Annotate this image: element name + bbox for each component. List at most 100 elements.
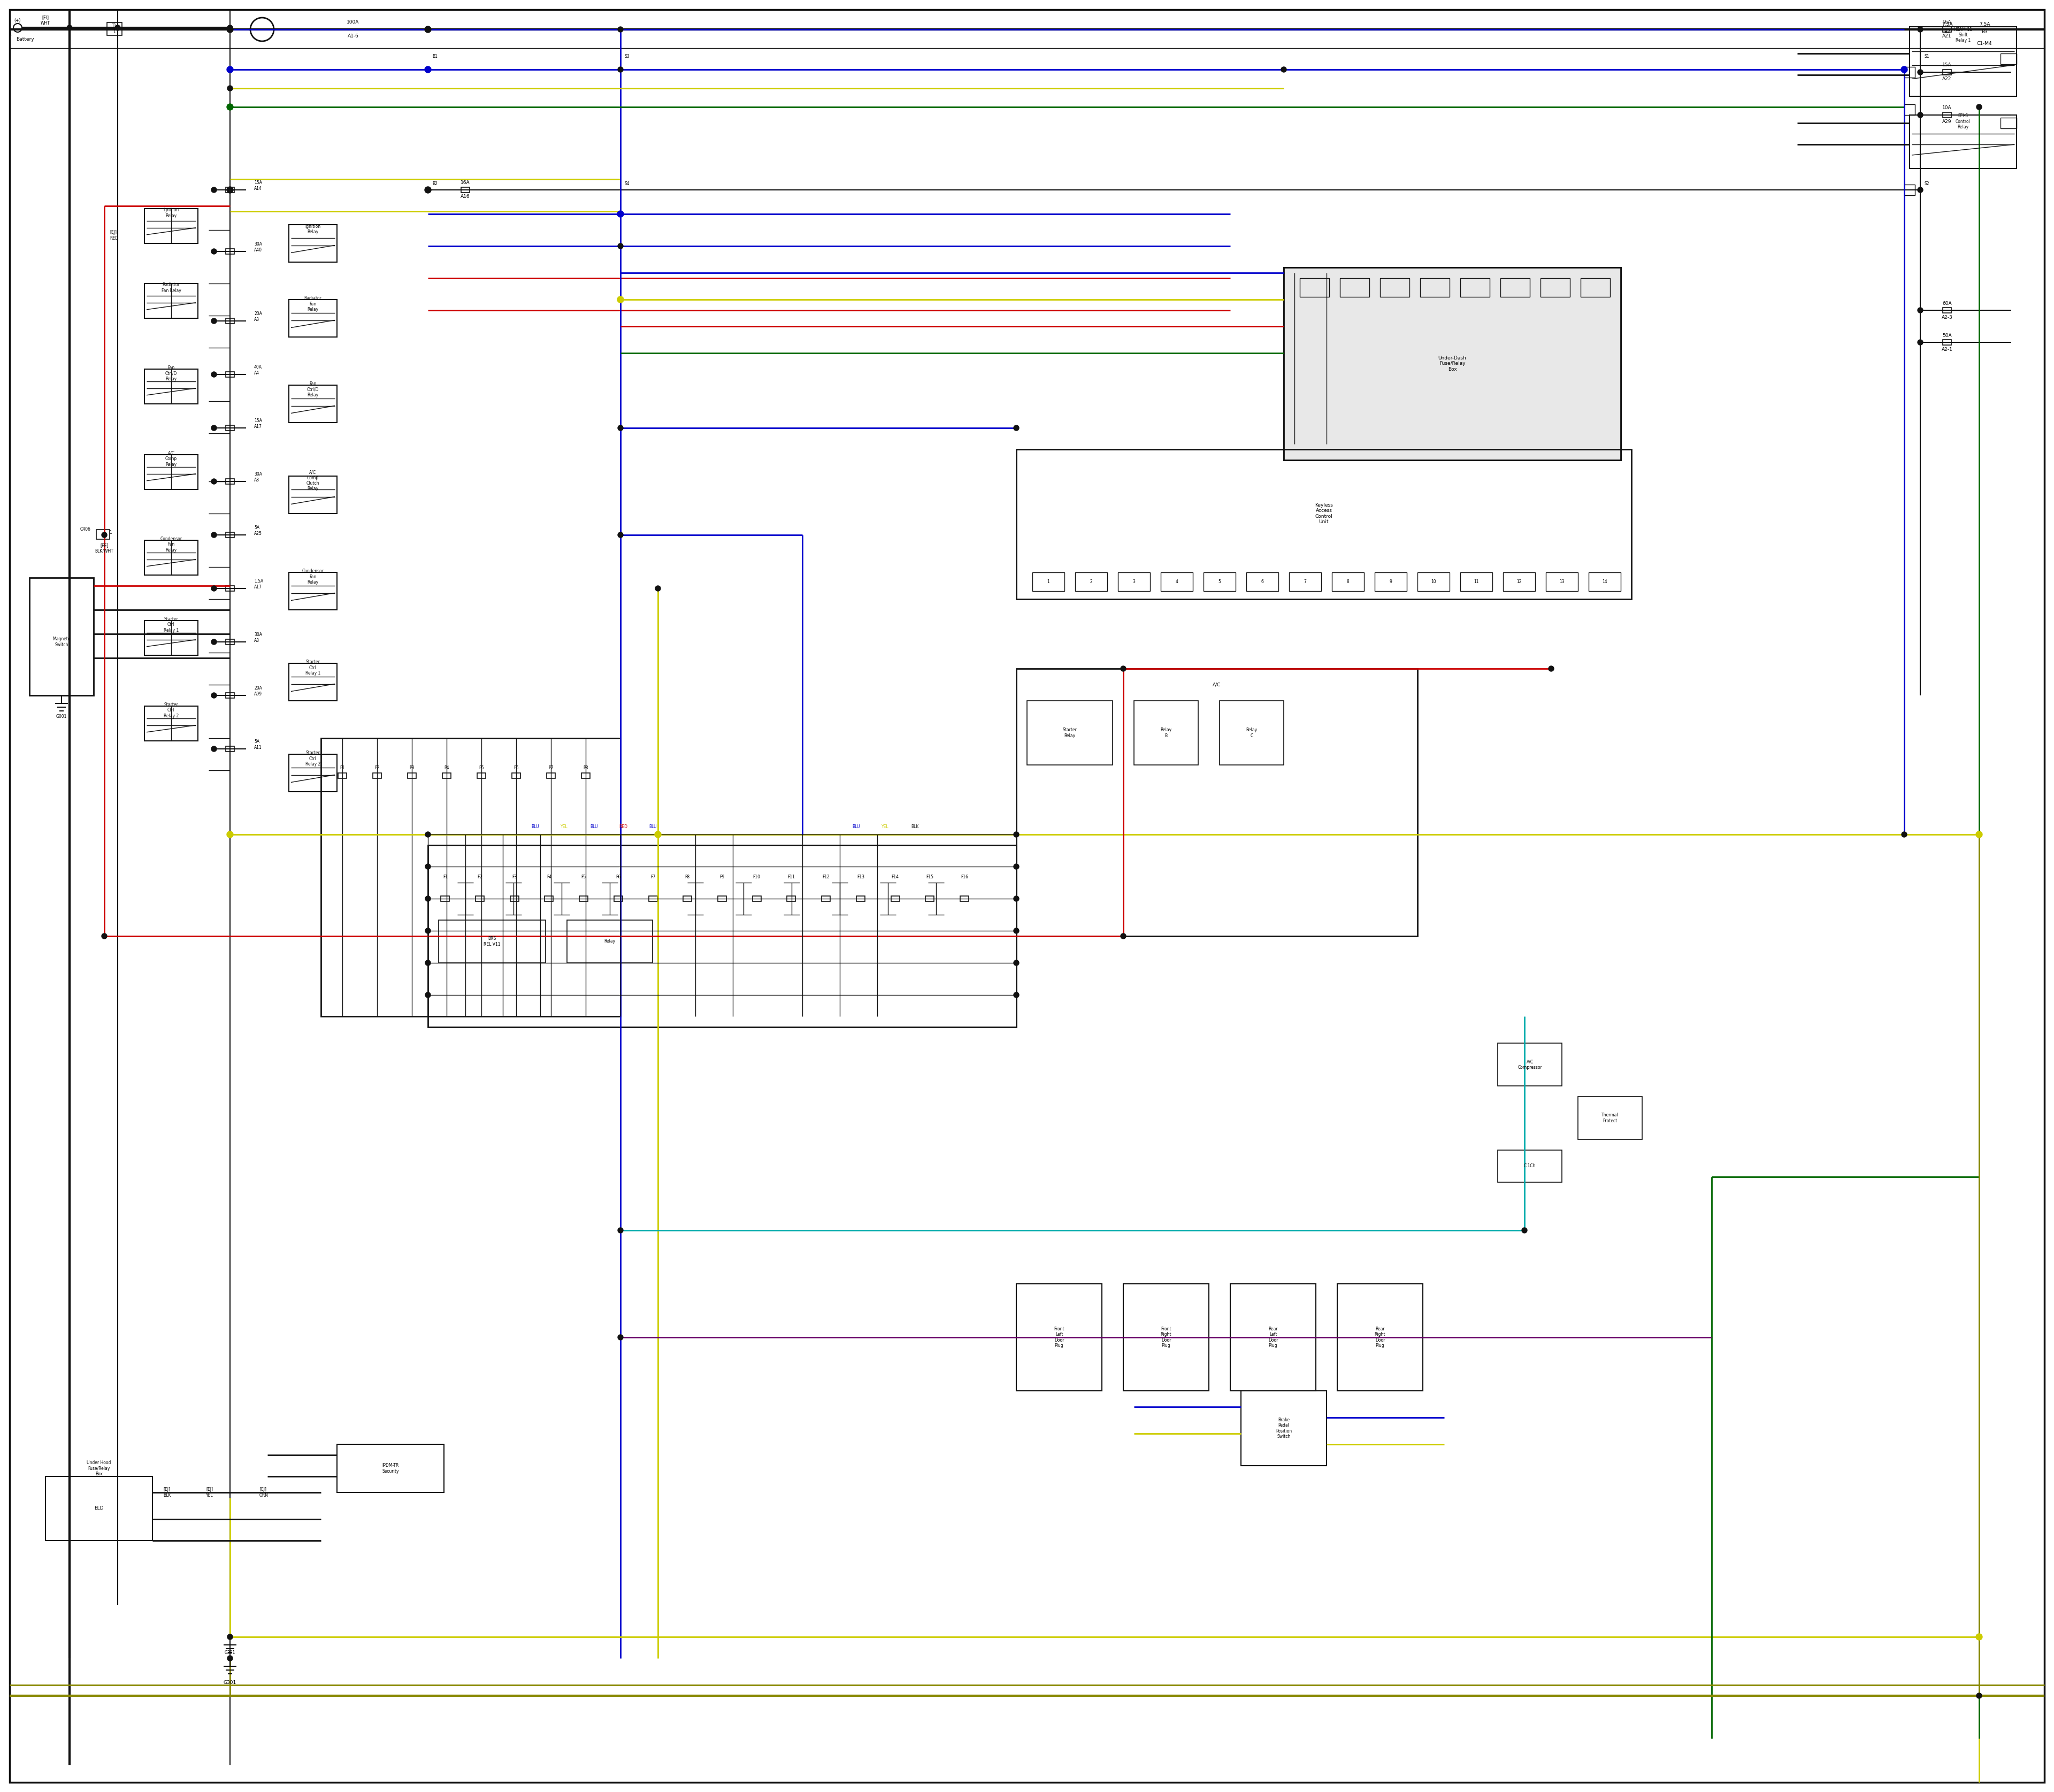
Text: A/C
Comp
Relay: A/C Comp Relay: [164, 452, 177, 468]
Bar: [290, 385, 337, 423]
Text: Relay: Relay: [604, 939, 616, 944]
Bar: [544, 896, 553, 901]
Bar: [1380, 278, 1409, 297]
Bar: [1300, 278, 1329, 297]
Bar: [226, 745, 234, 751]
Bar: [1460, 572, 1493, 591]
Bar: [1904, 66, 1914, 77]
Circle shape: [1918, 186, 1923, 192]
Text: F16: F16: [961, 874, 967, 880]
Text: BLK: BLK: [910, 824, 918, 830]
Text: Ignition
Relay: Ignition Relay: [306, 224, 320, 235]
Bar: [144, 620, 197, 656]
Text: 50A: 50A: [1943, 333, 1951, 339]
Text: 5A
A25: 5A A25: [255, 525, 263, 536]
Circle shape: [618, 27, 622, 32]
Circle shape: [212, 371, 216, 376]
Circle shape: [1013, 961, 1019, 966]
Bar: [407, 772, 417, 778]
Bar: [567, 919, 653, 962]
Text: F3: F3: [511, 874, 518, 880]
Text: G301: G301: [224, 1679, 236, 1684]
Circle shape: [212, 640, 216, 645]
Circle shape: [226, 104, 234, 109]
Bar: [581, 772, 589, 778]
Bar: [649, 896, 657, 901]
Text: 7.5A: 7.5A: [1978, 22, 1990, 27]
Bar: [959, 896, 969, 901]
Circle shape: [425, 896, 431, 901]
Circle shape: [101, 934, 107, 939]
Text: A/C
Compressor: A/C Compressor: [1518, 1059, 1543, 1070]
Bar: [1419, 278, 1450, 297]
Circle shape: [425, 864, 431, 869]
Bar: [1117, 572, 1150, 591]
Bar: [29, 577, 94, 695]
Text: 6: 6: [1261, 579, 1263, 584]
Text: Fan
Ctrl/D
Relay: Fan Ctrl/D Relay: [306, 382, 318, 398]
Bar: [442, 772, 452, 778]
Text: 30A
A40: 30A A40: [255, 242, 263, 253]
Bar: [226, 319, 234, 324]
Text: Under-Dash
Fuse/Relay
Box: Under-Dash Fuse/Relay Box: [1438, 357, 1467, 371]
Text: Front
Right
Door
Plug: Front Right Door Plug: [1161, 1326, 1171, 1348]
Text: 40A
A4: 40A A4: [255, 366, 263, 375]
Bar: [290, 663, 337, 701]
Bar: [684, 896, 692, 901]
Text: 3: 3: [1132, 579, 1136, 584]
Text: 15A
A17: 15A A17: [255, 419, 263, 428]
Text: F13: F13: [857, 874, 865, 880]
Circle shape: [618, 66, 622, 72]
Bar: [1547, 572, 1577, 591]
Bar: [1124, 1283, 1210, 1391]
Bar: [226, 640, 234, 645]
Circle shape: [1282, 66, 1286, 72]
Circle shape: [425, 186, 431, 194]
Text: A29: A29: [1943, 120, 1951, 124]
Bar: [1033, 572, 1064, 591]
Bar: [1161, 572, 1193, 591]
Text: BLU: BLU: [852, 824, 861, 830]
Bar: [891, 896, 900, 901]
Text: F14: F14: [891, 874, 900, 880]
Bar: [1247, 572, 1278, 591]
Circle shape: [1976, 104, 1982, 109]
Circle shape: [618, 425, 622, 430]
Circle shape: [226, 831, 234, 837]
Text: 100A: 100A: [347, 20, 359, 25]
Text: Relay
B: Relay B: [1161, 728, 1171, 738]
Text: 4: 4: [1175, 579, 1179, 584]
Circle shape: [68, 25, 72, 30]
Text: S2: S2: [1925, 181, 1929, 186]
Circle shape: [1013, 928, 1019, 934]
Circle shape: [1976, 1693, 1982, 1699]
Circle shape: [1013, 896, 1019, 901]
Bar: [290, 572, 337, 609]
Circle shape: [1918, 70, 1923, 75]
Text: F4: F4: [546, 874, 553, 880]
Text: 2: 2: [1091, 579, 1093, 584]
Bar: [144, 369, 197, 403]
Bar: [290, 224, 337, 262]
Text: C.1Ch: C.1Ch: [1524, 1163, 1536, 1168]
Bar: [1577, 1097, 1641, 1140]
Text: 7: 7: [1304, 579, 1306, 584]
Text: ELD: ELD: [94, 1505, 103, 1511]
Circle shape: [228, 1656, 232, 1661]
Text: P5: P5: [479, 765, 485, 771]
Bar: [579, 896, 587, 901]
Text: 5A
A11: 5A A11: [255, 740, 263, 749]
Text: F1: F1: [444, 874, 448, 880]
Circle shape: [1902, 66, 1908, 73]
Bar: [1027, 701, 1113, 765]
Bar: [1017, 668, 1417, 935]
Bar: [1943, 340, 1951, 346]
Text: 1.5A
A17: 1.5A A17: [255, 579, 263, 590]
Bar: [1417, 572, 1450, 591]
Bar: [1910, 115, 2017, 168]
Circle shape: [618, 296, 624, 303]
Text: Keyless
Access
Control
Unit: Keyless Access Control Unit: [1315, 504, 1333, 525]
Text: S3: S3: [624, 54, 631, 59]
Text: F7: F7: [651, 874, 655, 880]
Text: F12: F12: [822, 874, 830, 880]
